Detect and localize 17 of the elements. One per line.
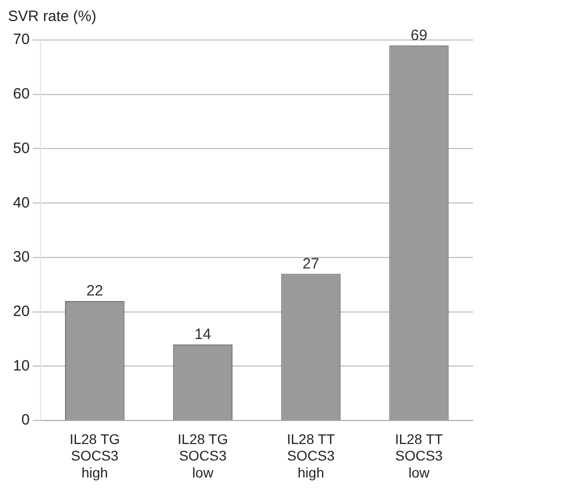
data-label: 69 [410, 27, 428, 44]
data-label: 27 [302, 255, 320, 272]
y-tick-label: 10 [12, 357, 30, 374]
x-tick-label: IL28 TG SOCS3 high [70, 430, 120, 480]
x-tick-label: IL28 TG SOCS3 low [178, 430, 228, 480]
y-tick-label: 30 [12, 248, 30, 266]
y-tick-label: 50 [12, 140, 30, 157]
y-tick-label: 0 [21, 412, 30, 429]
y-tick-label: 60 [12, 86, 30, 103]
y-tick-label: 40 [12, 194, 30, 212]
y-axis-title: SVR rate (%) [8, 8, 96, 25]
data-label: 14 [194, 326, 212, 344]
y-tick-label: 20 [12, 303, 30, 320]
x-tick-label: IL28 TT SOCS3 low [394, 430, 444, 480]
y-tick-label: 70 [12, 31, 30, 48]
x-tick-label: IL28 TT SOCS3 high [286, 430, 336, 480]
data-label: 22 [86, 282, 104, 300]
